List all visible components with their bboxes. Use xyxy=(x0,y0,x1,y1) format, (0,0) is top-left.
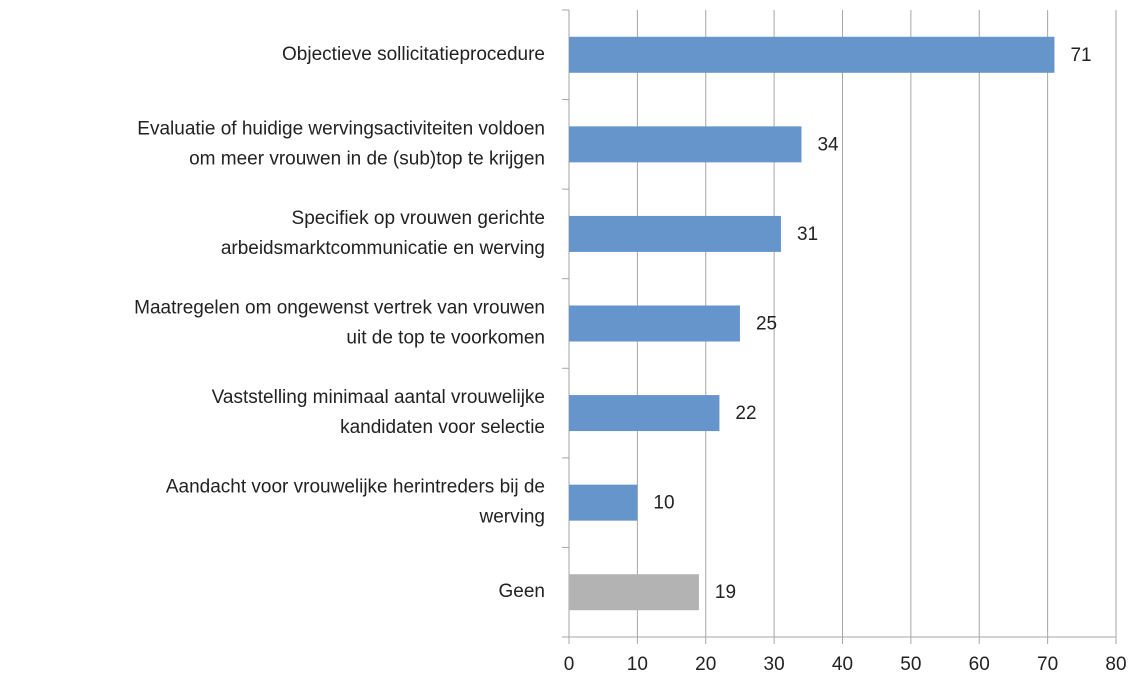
value-label: 71 xyxy=(1070,45,1091,66)
x-tick-label: 70 xyxy=(1037,654,1058,675)
bar xyxy=(569,36,1055,73)
value-label: 25 xyxy=(756,314,777,335)
value-label: 31 xyxy=(797,224,818,245)
x-tick-label: 80 xyxy=(1105,654,1126,675)
y-tick-label: Aandacht voor vrouwelijke herintreders b… xyxy=(166,477,545,498)
value-label: 34 xyxy=(817,134,839,155)
y-tick-label: werving xyxy=(479,507,545,528)
x-tick-label: 60 xyxy=(969,654,990,675)
x-tick-label: 40 xyxy=(832,654,853,675)
bar xyxy=(569,305,740,342)
value-label: 22 xyxy=(735,403,756,424)
y-tick-label: arbeidsmarktcommunicatie en werving xyxy=(221,238,545,259)
y-tick-label: Specifiek op vrouwen gerichte xyxy=(292,208,545,229)
bar xyxy=(569,574,699,611)
y-tick-label: uit de top te voorkomen xyxy=(346,328,545,349)
x-tick-label: 20 xyxy=(695,654,716,675)
y-tick-label: om meer vrouwen in de (sub)top te krijge… xyxy=(189,148,545,169)
bar xyxy=(569,126,802,163)
value-label: 19 xyxy=(715,582,736,603)
x-tick-label: 10 xyxy=(627,654,648,675)
value-label: 10 xyxy=(653,493,674,514)
x-tick-label: 30 xyxy=(764,654,785,675)
y-tick-label: Geen xyxy=(499,581,545,602)
bar xyxy=(569,215,781,252)
y-tick-label: Evaluatie of huidige wervingsactiviteite… xyxy=(137,118,545,139)
y-tick-label: Maatregelen om ongewenst vertrek van vro… xyxy=(134,298,545,319)
y-tick-label: Objectieve sollicitatieprocedure xyxy=(282,44,545,65)
bar xyxy=(569,484,638,521)
bar xyxy=(569,395,720,432)
x-tick-label: 0 xyxy=(564,654,575,675)
y-tick-label: Vaststelling minimaal aantal vrouwelijke xyxy=(212,387,545,408)
x-tick-label: 50 xyxy=(900,654,921,675)
y-tick-label: kandidaten voor selectie xyxy=(340,417,545,438)
